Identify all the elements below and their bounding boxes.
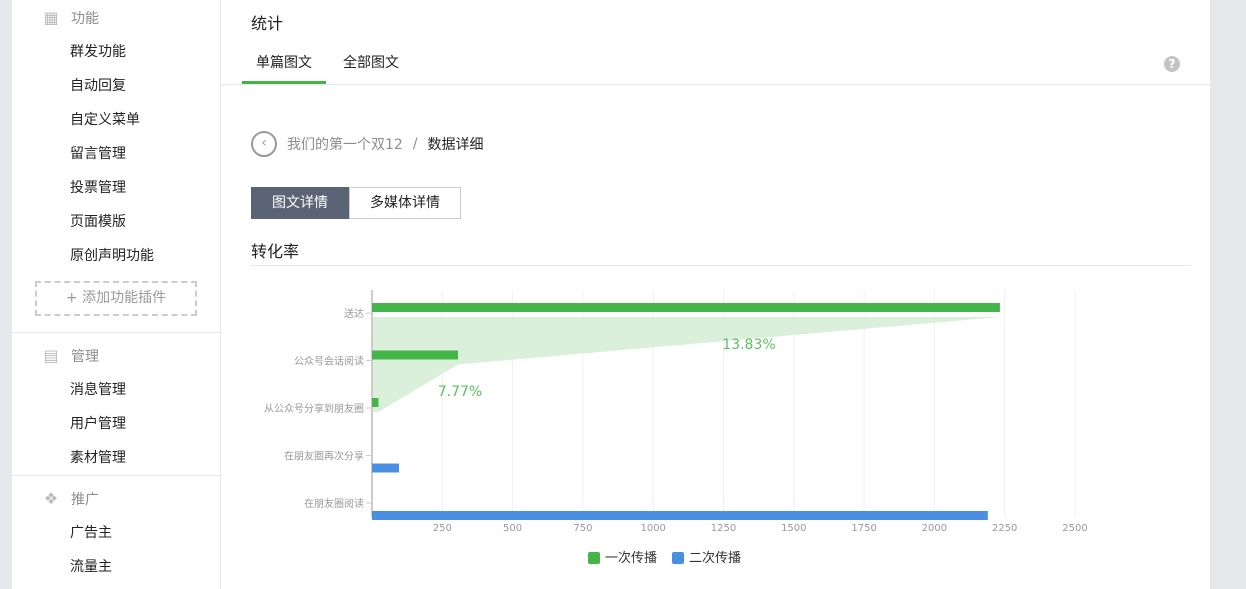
tab-single-article[interactable]: 单篇图文 (242, 44, 326, 84)
sidebar-item[interactable]: 原创声明功能 (70, 248, 154, 264)
y-tick-label: 公众号会话阅读 (294, 355, 364, 368)
legend-label: 一次传播 (605, 550, 657, 566)
segment-media-detail[interactable]: 多媒体详情 (349, 187, 461, 219)
grid-icon: ▦ (43, 8, 59, 27)
breadcrumb: ‹ 我们的第一个双12 / 数据详细 (251, 131, 484, 157)
sidebar-item[interactable]: 消息管理 (70, 382, 126, 398)
sidebar-group: ❖ 推广 (12, 482, 220, 516)
legend-swatch (588, 552, 600, 564)
sidebar-item[interactable]: 自定义菜单 (70, 112, 140, 128)
x-tick-label: 1750 (851, 523, 876, 534)
sidebar-group-label: 功能 (71, 11, 99, 27)
conversion-chart: 250 500 750 1000 1250 1500 1750 2000 2250 2500 送达公… (264, 290, 1088, 566)
add-plugin-label: 添加功能插件 (82, 290, 167, 306)
breadcrumb-separator: / (412, 136, 418, 152)
sidebar-divider (12, 332, 220, 333)
sidebar-item[interactable]: 留言管理 (70, 146, 126, 162)
sidebar: ▦ 功能群发功能自动回复自定义菜单留言管理投票管理页面模版原创声明功能 + 添加功能… (12, 0, 221, 589)
bar (372, 398, 379, 407)
x-tick-label: 1000 (640, 523, 665, 534)
bar (372, 303, 1000, 312)
main-panel: 统计 单篇图文 全部图文 ? ‹ 我们的第一个双12 / 数据详细 图文详情 多… (221, 0, 1210, 589)
inbox-icon: ▤ (43, 346, 59, 365)
help-icon[interactable]: ? (1164, 56, 1180, 72)
page-title: 统计 (251, 14, 284, 33)
sidebar-item[interactable]: 流量主 (70, 559, 112, 575)
plus-icon: + (65, 290, 83, 306)
sidebar-item[interactable]: 群发功能 (70, 44, 126, 60)
bar (372, 511, 988, 520)
back-arrow-icon[interactable]: ‹ (251, 131, 277, 157)
sidebar-item[interactable]: 自动回复 (70, 78, 126, 94)
tab-bar: 单篇图文 全部图文 ? (221, 44, 1210, 85)
y-tick-label: 在朋友圈再次分享 (284, 450, 364, 463)
section-title: 转化率 (251, 238, 1191, 266)
x-tick-label: 1250 (711, 523, 736, 534)
sidebar-group: ▤ 管理 (12, 339, 220, 373)
tab-all-articles[interactable]: 全部图文 (343, 55, 399, 71)
sidebar-item[interactable]: 广告主 (70, 525, 112, 541)
sidebar-group-label: 推广 (71, 492, 99, 508)
megaphone-icon: ❖ (43, 489, 59, 508)
y-tick-label: 送达 (344, 307, 364, 320)
breadcrumb-parent[interactable]: 我们的第一个双12 (287, 137, 403, 153)
bar (372, 350, 459, 360)
x-tick-label: 750 (573, 523, 592, 534)
segment-article-detail[interactable]: 图文详情 (251, 187, 349, 219)
y-tick-label: 在朋友圈阅读 (304, 497, 364, 510)
sidebar-group-label: 管理 (71, 349, 99, 365)
sidebar-group: ▦ 功能 (12, 1, 220, 35)
conversion-rate-label: 13.83% (722, 337, 775, 353)
x-tick-label: 250 (433, 523, 452, 534)
legend-label: 二次传播 (689, 550, 741, 566)
sidebar-item[interactable]: 页面模版 (70, 214, 126, 230)
funnel-area (372, 364, 459, 412)
conversion-rate-label: 7.77% (438, 384, 482, 400)
legend-swatch (672, 552, 684, 564)
add-plugin-button[interactable]: + 添加功能插件 (35, 281, 197, 316)
detail-switch: 图文详情 多媒体详情 (251, 187, 461, 219)
bar (372, 463, 399, 473)
x-tick-label: 2000 (922, 523, 947, 534)
sidebar-item[interactable]: 用户管理 (70, 416, 126, 432)
x-tick-label: 500 (503, 523, 522, 534)
x-tick-label: 2500 (1062, 523, 1087, 534)
breadcrumb-current: 数据详细 (427, 137, 484, 153)
sidebar-item[interactable]: 素材管理 (70, 450, 126, 466)
x-tick-label: 2250 (992, 523, 1017, 534)
funnel-area (372, 317, 1000, 365)
x-tick-label: 1500 (781, 523, 806, 534)
y-tick-label: 从公众号分享到朋友圈 (264, 402, 364, 415)
sidebar-item[interactable]: 投票管理 (70, 180, 126, 196)
sidebar-divider (12, 475, 220, 476)
